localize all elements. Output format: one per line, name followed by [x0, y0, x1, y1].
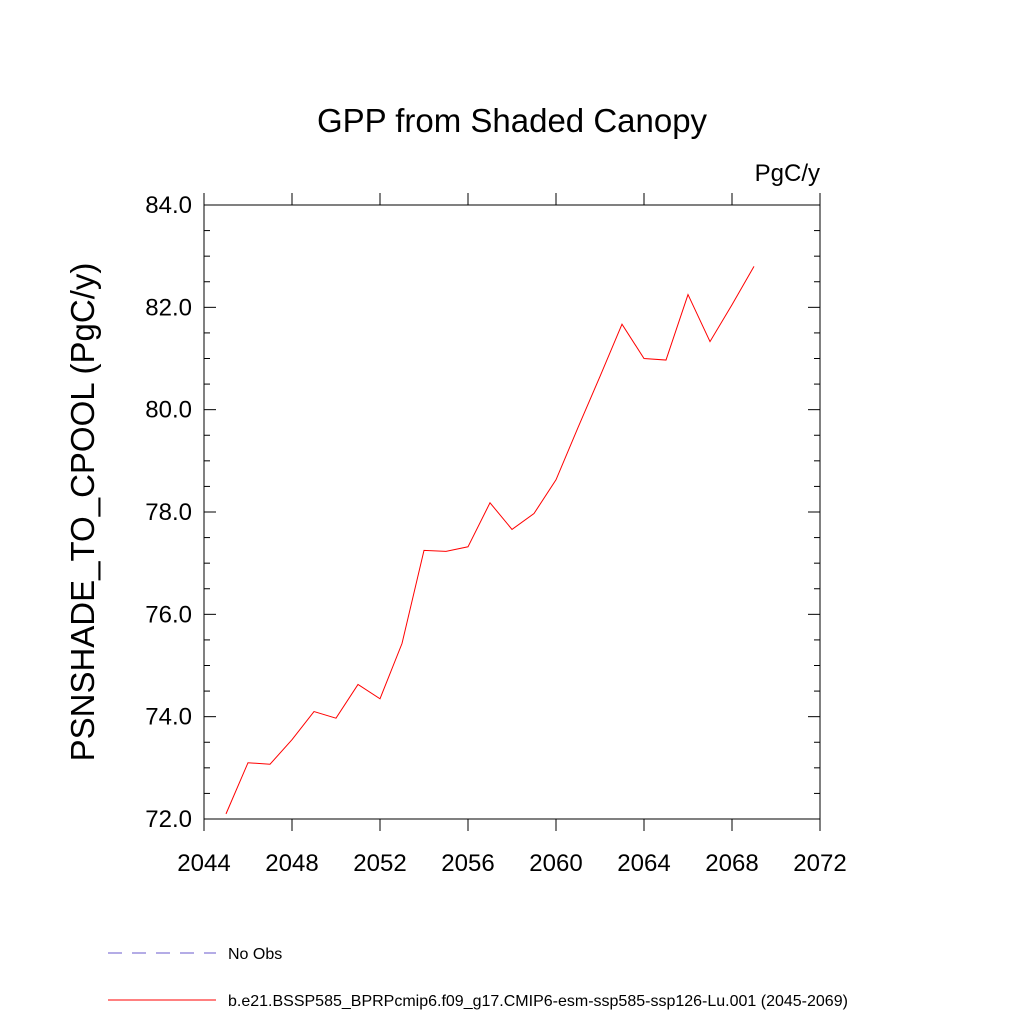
- legend: No Obs b.e21.BSSP585_BPRPcmip6.f09_g17.CM…: [108, 946, 848, 1010]
- legend-label: No Obs: [228, 946, 282, 963]
- x-tick-label: 2056: [441, 850, 494, 877]
- plot-frame: [203, 204, 821, 820]
- y-tick-label: 78.0: [145, 499, 192, 526]
- y-tick-label: 84.0: [145, 192, 192, 219]
- y-tick-label: 82.0: [145, 294, 192, 321]
- x-tick-label: 2044: [177, 850, 230, 877]
- y-tick-label: 72.0: [145, 806, 192, 833]
- series-line: [225, 266, 755, 815]
- x-tick-label: 2052: [353, 850, 406, 877]
- x-tick-label: 2048: [265, 850, 318, 877]
- chart-title: GPP from Shaded Canopy: [317, 102, 708, 139]
- y-tick-label: 80.0: [145, 397, 192, 424]
- tick-labels: 2044 2048 2052 2056 2060 2064 2068 2072 72.0 74.0…: [145, 192, 846, 877]
- y-tick-label: 76.0: [145, 601, 192, 628]
- x-tick-label: 2064: [617, 850, 670, 877]
- x-tick-label: 2072: [793, 850, 846, 877]
- x-tick-label: 2068: [705, 850, 758, 877]
- axis-ticks: [203, 193, 821, 831]
- x-tick-label: 2060: [529, 850, 582, 877]
- y-axis-label: PSNSHADE_TO_CPOOL (PgC/y): [64, 263, 101, 762]
- legend-label: b.e21.BSSP585_BPRPcmip6.f09_g17.CMIP6-es…: [228, 993, 848, 1010]
- units-label: PgC/y: [755, 160, 820, 187]
- series-layer: [225, 266, 755, 815]
- y-tick-label: 74.0: [145, 704, 192, 731]
